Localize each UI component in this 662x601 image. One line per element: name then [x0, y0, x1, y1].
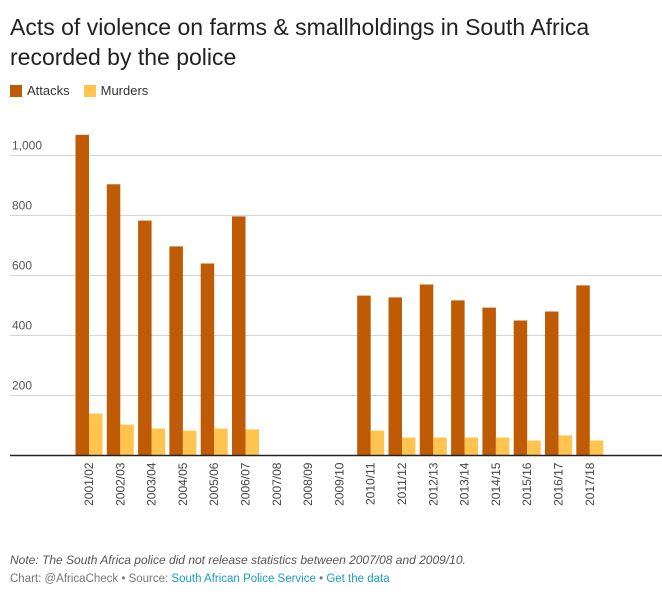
x-tick-label: 2006/07 — [239, 462, 253, 506]
bar-attacks — [138, 220, 152, 456]
y-tick-label: 800 — [12, 199, 32, 213]
legend-swatch-murders — [83, 84, 96, 97]
x-tick-label: 2017/18 — [583, 462, 597, 506]
note: Note: The South Africa police did not re… — [10, 553, 466, 567]
bar-attacks — [169, 246, 183, 456]
bar-murders — [151, 428, 166, 456]
x-tick-label: 2009/10 — [332, 462, 346, 506]
bar-attacks — [545, 311, 559, 456]
bar-attacks — [451, 300, 465, 456]
x-tick-label: 2004/05 — [176, 462, 190, 506]
legend-label-murders: Murders — [100, 83, 149, 98]
x-tick-label: 2010/11 — [364, 462, 378, 505]
legend-swatch-attacks — [10, 84, 22, 97]
bar-attacks — [357, 295, 371, 456]
bar-murders — [245, 429, 259, 456]
y-tick-label: 200 — [12, 379, 32, 393]
legend-label-attacks: Attacks — [27, 83, 70, 98]
bar-murders — [370, 430, 385, 456]
x-tick-label: 2012/13 — [426, 462, 440, 506]
bar-attacks — [388, 297, 402, 456]
bar-attacks — [482, 307, 496, 456]
y-tick-label: 600 — [12, 259, 32, 273]
x-tick-label: 2016/17 — [552, 462, 566, 506]
x-tick-label: 2015/16 — [520, 462, 534, 506]
bar-murders — [495, 437, 510, 456]
bar-murders — [182, 430, 197, 456]
bar-murders — [558, 435, 572, 456]
bar-murders — [402, 437, 416, 456]
bar-attacks — [513, 320, 528, 456]
source-link[interactable]: South African Police Service — [171, 573, 316, 585]
chart-title: Acts of violence on farms & smallholding… — [10, 14, 590, 70]
footer-credit: Chart: @AfricaCheck • Source: — [10, 573, 172, 585]
x-tick-label: 2008/09 — [301, 462, 315, 506]
bar-attacks — [75, 134, 89, 456]
bar-attacks — [232, 216, 246, 456]
x-tick-label: 2013/14 — [458, 462, 472, 506]
legend-item-murders: Murders — [83, 83, 149, 98]
x-tick-label: 2003/04 — [145, 462, 159, 506]
bar-attacks — [576, 285, 590, 456]
bar-murders — [433, 437, 447, 456]
bar-murders — [464, 437, 479, 456]
bar-attacks — [106, 184, 121, 456]
get-data-link[interactable]: Get the data — [326, 573, 390, 585]
bar-murders — [589, 440, 604, 456]
bar-murders — [214, 428, 228, 456]
x-tick-label: 2014/15 — [489, 462, 503, 506]
footer: Chart: @AfricaCheck • Source: South Afri… — [10, 573, 390, 585]
x-tick-label: 2007/08 — [270, 462, 284, 506]
bar-murders — [120, 424, 134, 456]
bar-attacks — [200, 263, 215, 456]
bar-murders — [89, 413, 103, 456]
x-tick-label: 2011/12 — [395, 462, 409, 505]
y-tick-label: 1,000 — [12, 139, 42, 153]
bar-murders — [527, 440, 541, 456]
y-tick-label: 400 — [12, 319, 32, 333]
x-tick-label: 2005/06 — [207, 462, 221, 506]
x-tick-label: 2001/02 — [82, 462, 96, 506]
bar-attacks — [419, 284, 434, 456]
footer-sep: • — [315, 573, 327, 585]
legend-item-attacks: Attacks — [10, 83, 70, 98]
legend: Attacks Murders — [10, 83, 148, 98]
x-tick-label: 2002/03 — [113, 462, 127, 506]
